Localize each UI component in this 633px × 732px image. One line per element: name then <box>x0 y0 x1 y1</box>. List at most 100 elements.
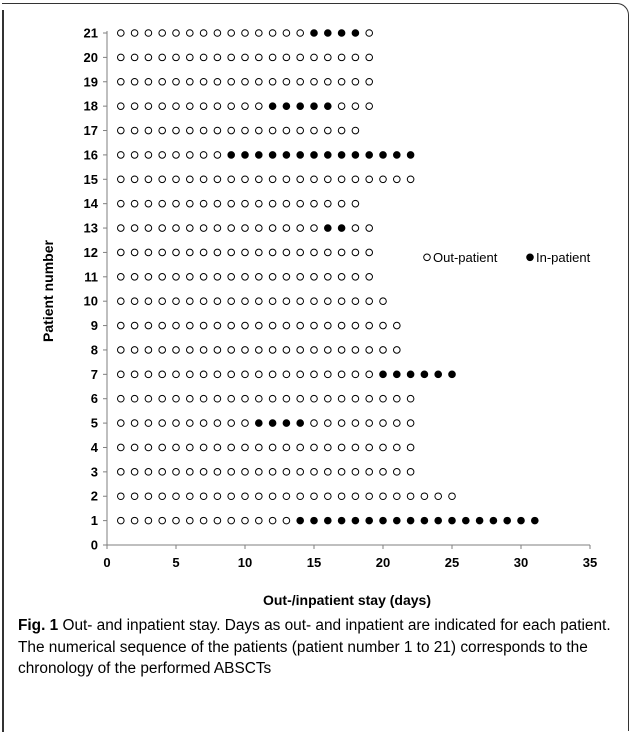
outpatient-point <box>241 394 249 403</box>
outpatient-point <box>227 346 235 354</box>
inpatient-point <box>393 370 401 379</box>
outpatient-point <box>254 443 263 452</box>
outpatient-point <box>268 224 277 232</box>
outpatient-point <box>144 53 153 62</box>
outpatient-point <box>158 419 166 427</box>
outpatient-point <box>158 175 166 184</box>
outpatient-point <box>144 29 153 37</box>
outpatient-point <box>393 321 401 330</box>
outpatient-point <box>448 492 456 501</box>
outpatient-point <box>227 297 235 305</box>
x-tick-label: 10 <box>238 555 252 570</box>
outpatient-point <box>144 394 153 403</box>
outpatient-point <box>241 29 249 37</box>
outpatient-point <box>282 492 291 501</box>
outpatient-point <box>310 53 318 62</box>
outpatient-point <box>282 175 291 184</box>
outpatient-point <box>351 77 360 86</box>
outpatient-point <box>144 126 153 135</box>
outpatient-point <box>324 346 332 354</box>
outpatient-point <box>158 102 166 110</box>
outpatient-point <box>158 151 166 159</box>
outpatient-point <box>130 321 139 330</box>
outpatient-point <box>213 199 222 208</box>
outpatient-point <box>117 516 125 525</box>
outpatient-point <box>351 492 360 501</box>
outpatient-point <box>199 151 208 159</box>
y-tick-label: 6 <box>91 391 98 406</box>
inpatient-point <box>365 516 374 525</box>
outpatient-point <box>268 175 277 184</box>
inpatient-point <box>268 151 277 159</box>
inpatient-point <box>241 151 249 159</box>
outpatient-point <box>296 126 305 135</box>
outpatient-point <box>227 126 235 135</box>
outpatient-point <box>268 77 277 86</box>
outpatient-point <box>393 175 401 184</box>
outpatient-point <box>117 419 125 427</box>
inpatient-point <box>462 516 470 525</box>
outpatient-point <box>158 321 166 330</box>
inpatient-point <box>227 151 235 159</box>
outpatient-point <box>199 199 208 208</box>
outpatient-point <box>199 53 208 62</box>
outpatient-point <box>117 248 125 257</box>
outpatient-point <box>351 321 360 330</box>
outpatient-point <box>351 224 360 232</box>
outpatient-point <box>144 175 153 184</box>
y-tick-label: 20 <box>84 50 98 65</box>
outpatient-point <box>172 77 180 86</box>
outpatient-point <box>130 151 139 159</box>
outpatient-point <box>434 492 443 501</box>
inpatient-point <box>282 151 291 159</box>
outpatient-point <box>199 468 208 476</box>
outpatient-point <box>130 516 139 525</box>
outpatient-point <box>158 77 166 86</box>
x-axis-label: Out-/inpatient stay (days) <box>263 592 431 608</box>
outpatient-point <box>130 199 139 208</box>
outpatient-point <box>213 419 222 427</box>
outpatient-point <box>241 370 249 379</box>
outpatient-point <box>406 443 415 452</box>
y-tick-label: 4 <box>91 440 99 455</box>
inpatient-point <box>406 151 415 159</box>
outpatient-point <box>144 419 153 427</box>
x-tick-label: 30 <box>514 555 528 570</box>
y-tick-label: 17 <box>84 123 98 138</box>
legend: Out-patient In-patient <box>423 250 591 265</box>
outpatient-point <box>199 102 208 110</box>
outpatient-point <box>213 151 222 159</box>
outpatient-point <box>172 516 180 525</box>
outpatient-point <box>254 492 263 501</box>
outpatient-point <box>296 321 305 330</box>
outpatient-point <box>130 53 139 62</box>
inpatient-point <box>310 151 318 159</box>
outpatient-point <box>241 77 249 86</box>
inpatient-point <box>351 29 360 37</box>
outpatient-point <box>130 394 139 403</box>
y-tick-label: 21 <box>84 26 98 41</box>
outpatient-point <box>186 468 194 476</box>
inpatient-point <box>517 516 525 525</box>
outpatient-point <box>351 175 360 184</box>
outpatient-point <box>296 77 305 86</box>
y-tick-label: 9 <box>91 318 98 333</box>
outpatient-point <box>324 370 332 379</box>
inpatient-point <box>337 151 346 159</box>
outpatient-point <box>186 346 194 354</box>
outpatient-point <box>282 224 291 232</box>
outpatient-point <box>172 419 180 427</box>
outpatient-point <box>227 53 235 62</box>
outpatient-point <box>227 248 235 257</box>
outpatient-point <box>199 443 208 452</box>
outpatient-point <box>199 346 208 354</box>
outpatient-point <box>172 346 180 354</box>
outpatient-point <box>241 53 249 62</box>
outpatient-point <box>282 516 291 525</box>
inpatient-point <box>379 370 387 379</box>
outpatient-point <box>199 516 208 525</box>
outpatient-point <box>337 443 346 452</box>
outpatient-point <box>241 224 249 232</box>
y-tick-label: 16 <box>84 147 98 162</box>
